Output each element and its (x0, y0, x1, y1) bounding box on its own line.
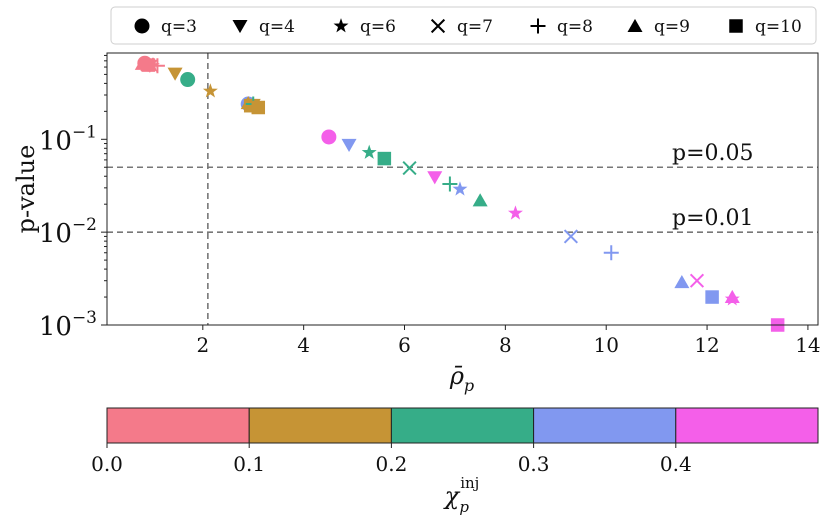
x-tick-label: 14 (795, 333, 820, 357)
legend-entry-q7: q=7 (430, 17, 493, 37)
reference-lines (107, 53, 818, 325)
x-tick-label: 6 (398, 333, 411, 357)
point-q7 (402, 160, 417, 176)
colorbar-tick-label: 0.2 (375, 452, 407, 476)
legend-label: q=10 (755, 17, 802, 37)
plot-frame (106, 52, 819, 326)
threshold-label: p=0.05 (672, 141, 754, 166)
legend-entry-q10: q=10 (729, 17, 802, 37)
point-q10 (705, 290, 719, 304)
colorbar-bin (248, 407, 392, 444)
point-q9 (472, 193, 488, 207)
x-axis-label: ρ̄p (449, 362, 474, 395)
legend-label: q=7 (457, 17, 493, 37)
point-q4 (167, 67, 183, 81)
point-q6 (507, 205, 523, 220)
point-q6 (202, 83, 218, 98)
point-q3 (321, 129, 337, 145)
point-q8 (603, 245, 619, 261)
x-tick-label: 4 (297, 333, 310, 357)
x-tick-label: 12 (694, 333, 719, 357)
point-q10 (377, 151, 392, 166)
legend-circle-icon (134, 18, 150, 34)
point-q3 (180, 72, 196, 88)
y-tick-label: 10−3 (39, 308, 97, 342)
legend-label: q=3 (161, 17, 197, 37)
point-q4 (427, 171, 443, 185)
legend-label: q=9 (654, 17, 690, 37)
legend-frame (110, 6, 817, 45)
point-q9 (674, 274, 690, 289)
legend: q=3 q=4 q=6 q=7 q=8 q=9 q=10 (110, 6, 817, 45)
legend-entry-q8: q=8 (530, 17, 593, 37)
colorbar-bin (533, 407, 677, 444)
y-axis-ticks: 10−1 10−2 10−3 (39, 54, 107, 342)
point-q6 (452, 181, 468, 196)
threshold-label: p=0.01 (672, 206, 754, 231)
legend-x-icon (430, 18, 446, 34)
colorbar-tick-label: 0.3 (518, 452, 550, 476)
legend-label: q=6 (360, 17, 396, 37)
colorbar-frame (106, 407, 819, 444)
point-q6 (724, 291, 740, 306)
x-tick-label: 10 (593, 333, 618, 357)
legend-plus-icon (530, 18, 546, 34)
legend-entry-q4: q=4 (232, 17, 295, 37)
point-q6 (361, 144, 377, 159)
legend-triangle-up-icon (627, 18, 643, 32)
legend-star-icon (333, 18, 349, 33)
legend-entry-q6: q=6 (333, 17, 396, 37)
point-q4 (341, 138, 357, 153)
y-tick-label: 10−1 (39, 122, 97, 156)
data-points (134, 55, 785, 332)
colorbar: 0.0 0.1 0.2 0.3 0.4 χinj p (91, 407, 819, 516)
x-axis-ticks: 2 4 6 8 10 12 14 (196, 325, 821, 357)
colorbar-bin (106, 407, 250, 444)
y-tick-label: 10−2 (39, 215, 97, 249)
point-q10 (251, 100, 266, 115)
y-axis-label: p-value (12, 145, 40, 234)
colorbar-bin (675, 407, 819, 444)
legend-entry-q9: q=9 (627, 17, 690, 37)
colorbar-tick-label: 0.0 (91, 452, 123, 476)
reference-line-labels: p=0.05 p=0.01 (672, 141, 754, 231)
colorbar-tick-label: 0.4 (660, 452, 692, 476)
legend-triangle-down-icon (232, 20, 248, 34)
legend-entry-q3: q=3 (134, 17, 197, 37)
colorbar-tick-label: 0.1 (233, 452, 265, 476)
point-q7 (563, 229, 578, 244)
x-tick-label: 8 (499, 333, 512, 357)
point-q7 (689, 273, 705, 288)
point-q8 (442, 176, 458, 192)
colorbar-bin (390, 407, 535, 444)
x-tick-label: 2 (196, 333, 209, 357)
legend-label: q=8 (557, 17, 593, 37)
scatter-plot: 2 4 6 8 10 12 14 10−1 10−2 10−3 p=0.05 p=0.01 ρ̄p… (12, 52, 821, 395)
point-q10 (141, 58, 156, 72)
legend-square-icon (729, 19, 743, 33)
legend-label: q=4 (259, 17, 295, 37)
colorbar-label: χinj p (443, 474, 480, 516)
